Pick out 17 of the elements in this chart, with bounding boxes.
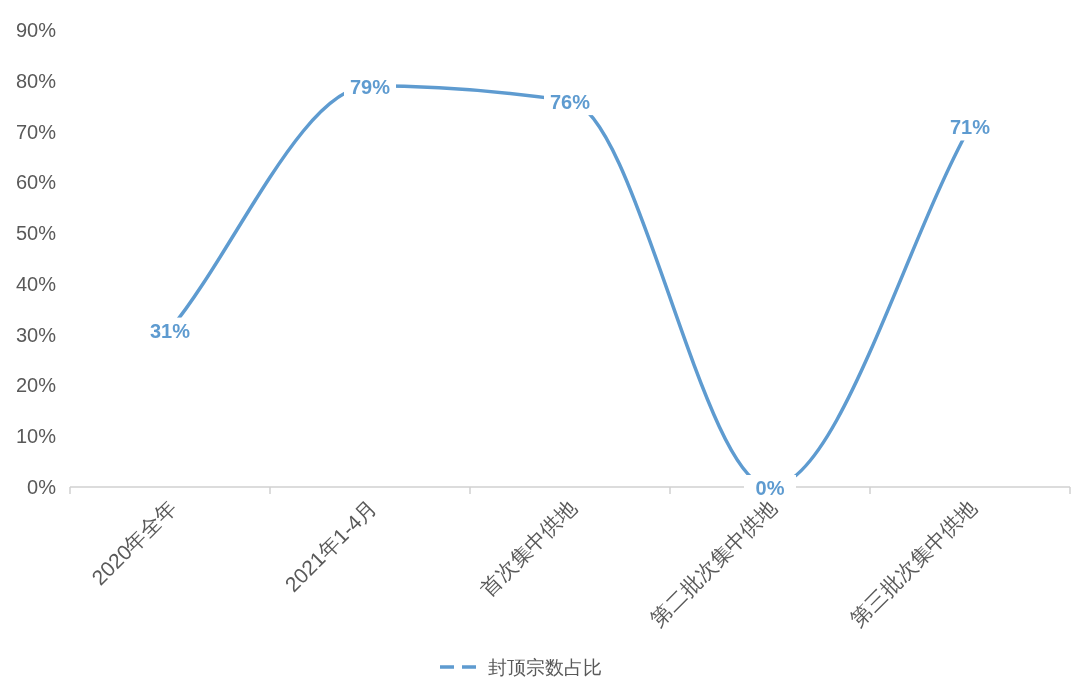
y-tick-label: 30% bbox=[15, 323, 57, 346]
y-tick-label: 80% bbox=[15, 69, 57, 92]
y-tick-label: 20% bbox=[15, 374, 57, 397]
data-label: 79% bbox=[349, 75, 391, 98]
legend-label: 封顶宗数占比 bbox=[488, 657, 602, 678]
x-tick-label: 首次集中供地 bbox=[475, 495, 581, 601]
y-tick-label: 10% bbox=[15, 425, 57, 448]
y-tick-label: 70% bbox=[15, 120, 57, 143]
y-tick-label: 0% bbox=[27, 476, 57, 498]
data-label: 31% bbox=[149, 319, 191, 342]
y-tick-label: 90% bbox=[15, 19, 57, 41]
data-label: 76% bbox=[549, 91, 591, 114]
y-tick-label: 50% bbox=[15, 222, 57, 245]
y-tick-label: 40% bbox=[15, 272, 57, 295]
y-tick-label: 60% bbox=[15, 171, 57, 194]
x-tick-label: 第三批次集中供地 bbox=[845, 495, 981, 631]
data-label: 71% bbox=[949, 116, 991, 139]
